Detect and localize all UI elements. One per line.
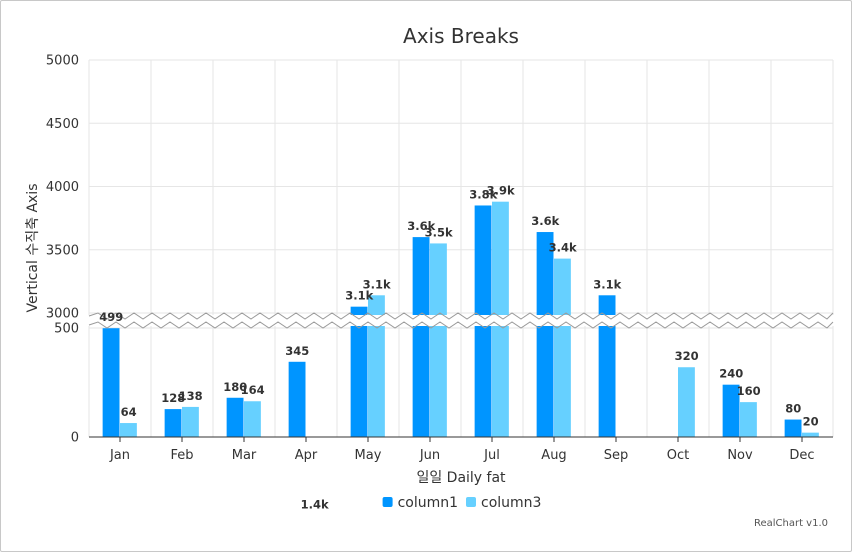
bar-column1-mar [226,397,244,437]
y-axis: 3000 3500 4000 4500 5000 0 500 [46,54,79,446]
x-tick-label: Jun [419,448,440,463]
data-label-column1-jun: 3.6k [407,219,435,233]
x-tick-label: Mar [232,448,257,463]
bar-column3-jun [430,243,447,437]
bar-column1-jun [412,237,430,437]
legend-swatch-column3 [466,497,476,507]
data-label-column3-mar: 164 [241,383,265,397]
bar-column3-may [368,295,385,437]
bar-column3-mar [244,401,261,437]
y-axis-title: Vertical 수직축 Axis [25,184,41,313]
bar-column3-dec [802,432,819,437]
data-labels: 4991281803453.1k3.6k3.8k3.6k3.1k52024080… [99,184,819,512]
axis-break-lower-edge [88,321,834,329]
bar-column1-sep [598,295,616,437]
y-tick-label: 3500 [46,243,79,258]
data-label-column1-dec: 80 [785,402,801,416]
data-label-column1-jul: 3.8k [469,187,497,201]
data-label-column1-may: 3.1k [345,289,373,303]
bar-column3-feb [182,406,199,437]
data-label-column1-jan: 499 [99,310,123,324]
bar-column1-feb [164,409,182,437]
x-axis-title: 일일 Daily fat [416,470,506,486]
axis-break-upper-edge [88,312,834,320]
data-label-column3-feb: 138 [179,389,203,403]
bar-column1-aug [536,232,554,437]
data-label-column1-aug: 3.6k [531,214,559,228]
data-label-column1-apr: 345 [285,344,309,358]
bars [102,201,819,437]
x-tick-label: Apr [295,448,318,463]
x-tick-label: Aug [541,448,566,463]
chart-title: Axis Breaks [403,24,519,48]
data-label-column1-feb: 128 [161,391,185,405]
y-tick-label: 0 [71,431,79,446]
grid-lines [88,59,834,437]
x-tick-label: May [355,448,382,463]
legend-swatch-column1 [382,497,393,507]
x-tick-label: Jan [109,448,130,463]
y-tick-label: 4500 [46,117,79,132]
x-tick-label: Oct [667,448,689,463]
bar-column1-jan [102,328,120,437]
data-label-column3-oct: 320 [675,349,699,363]
bar-column1-apr [288,361,306,437]
data-label-column3-may: 3.1k [363,277,391,291]
data-label-column1-nov: 240 [719,367,743,381]
x-tick-label: Jul [483,448,500,463]
data-label-column3-apr: 1.4k [301,497,329,511]
data-label-column3-nov: 160 [737,384,761,398]
bar-column3-oct [678,367,695,437]
bar-column3-nov [740,402,757,437]
data-label-column3-jun: 3.5k [425,225,453,239]
y-tick-label: 5000 [46,54,79,69]
y-tick-label: 4000 [46,180,79,195]
x-tick-label: Feb [170,448,193,463]
data-label-column1-sep: 3.1k [593,277,621,291]
axis-break-band [85,315,837,326]
bar-column1-dec [784,419,802,437]
data-label-column3-jul: 3.9k [487,184,515,198]
legend: column1 column3 [382,495,541,511]
legend-label-column1: column1 [398,495,458,511]
y-tick-label: 500 [54,322,79,337]
data-label-column3-dec: 20 [803,415,819,429]
legend-label-column3: column3 [481,495,541,511]
x-tick-label: Dec [789,448,814,463]
x-tick-label: Nov [727,448,753,463]
bar-column3-jan [120,423,137,437]
x-axis: Jan Feb Mar Apr May Jun Jul Aug Sep Oct Nov Dec [89,436,833,463]
data-label-column1-mar: 180 [223,380,247,394]
bar-column3-aug [554,258,571,437]
bar-column1-nov [722,384,740,437]
credit-text: RealChart v1.0 [754,518,828,529]
data-label-column3-aug: 3.4k [549,241,577,255]
data-label-column3-jan: 64 [121,405,137,419]
bar-column1-may [350,306,368,437]
axis-break [85,312,837,329]
y-tick-label: 3000 [46,307,79,322]
x-tick-label: Sep [604,448,629,463]
